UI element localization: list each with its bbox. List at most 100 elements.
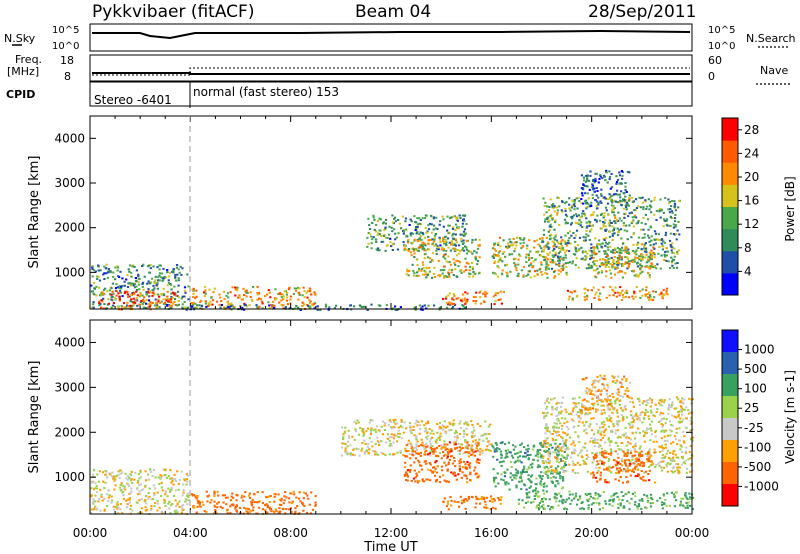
velocity-cell [562,431,565,434]
power-cell [650,252,654,255]
power-cell [363,305,366,308]
velocity-cell [581,449,584,452]
velocity-cell [294,507,297,510]
velocity-cell [612,408,615,411]
velocity-cell [342,438,345,441]
power-cell [654,238,657,241]
velocity-cell [647,399,650,401]
power-cell [256,285,259,288]
power-cell [615,262,618,265]
power-cell [554,238,557,241]
power-cell [553,205,556,207]
power-cell [577,196,580,199]
velocity-cell [649,464,652,467]
velocity-cell [359,426,362,429]
velocity-cell [573,448,576,451]
power-cell [603,252,606,255]
power-cell [141,283,144,285]
velocity-cell [303,505,306,507]
velocity-cell [94,500,97,503]
power-cell [587,267,591,270]
velocity-cell [413,434,416,437]
velocity-cell [444,448,447,451]
power-cell [147,280,150,283]
power-cell [448,241,451,244]
velocity-cell [561,428,564,431]
velocity-cell [501,441,504,444]
power-cell [645,249,648,252]
power-cell [277,293,280,296]
power-cell [525,256,528,259]
power-cell [600,201,603,204]
power-cell [478,244,481,247]
power-cell [658,246,661,248]
velocity-cell [537,455,540,458]
power-cell [549,261,552,264]
velocity-cell [435,480,438,483]
velocity-cell [637,397,640,400]
power-cell [271,304,274,307]
velocity-cell [528,486,531,489]
power-cell [509,270,512,273]
power-cell [615,267,618,270]
velocity-cell [185,480,189,483]
velocity-cell [429,432,432,435]
power-cell [439,244,442,247]
velocity-cell [480,495,483,498]
power-cell [420,307,423,310]
power-cell [616,257,619,259]
power-cell [577,223,580,225]
power-cell [584,192,587,195]
power-cell [546,252,549,255]
power-cell [555,245,558,248]
power-cell [633,214,636,217]
velocity-cell [169,512,172,515]
velocity-cell [542,440,546,443]
power-cell [425,267,428,270]
power-cell [653,296,656,299]
power-cell [457,260,460,262]
velocity-cell [611,411,614,414]
power-cell [424,270,427,273]
velocity-cell [429,437,433,440]
power-cell [212,299,215,302]
velocity-cell [555,431,558,434]
velocity-cell [649,405,652,408]
power-cell [623,213,626,216]
power-cell [555,263,558,266]
power-cell [432,217,435,220]
velocity-cell [517,460,520,463]
velocity-cell [646,427,649,430]
velocity-cell [569,456,573,459]
power-cell [371,238,374,241]
power-cell [602,238,605,240]
power-cell [605,228,608,231]
power-cell [567,298,570,301]
power-cell [448,301,451,304]
velocity-cell [163,501,166,504]
power-cell [462,241,465,244]
power-cell [418,233,421,236]
power-cell [593,181,596,184]
power-cell [628,260,631,263]
velocity-cell [559,475,562,477]
power-cell [118,285,121,288]
velocity-cell [565,464,568,466]
velocity-cell [561,402,564,404]
velocity-cell [411,452,414,454]
velocity-cell [680,410,683,413]
power-cell [212,291,215,294]
velocity-cell [606,395,609,398]
velocity-cell [580,412,583,415]
velocity-cell [446,448,449,451]
velocity-cell [426,478,429,481]
power-cell [618,217,621,220]
power-cell [494,260,497,263]
velocity-cell [545,424,548,427]
power-cell [644,200,647,203]
power-cell [112,292,115,295]
power-cell [110,306,113,309]
velocity-cell [563,432,566,435]
power-cell [542,240,545,243]
power-cell [536,273,539,276]
